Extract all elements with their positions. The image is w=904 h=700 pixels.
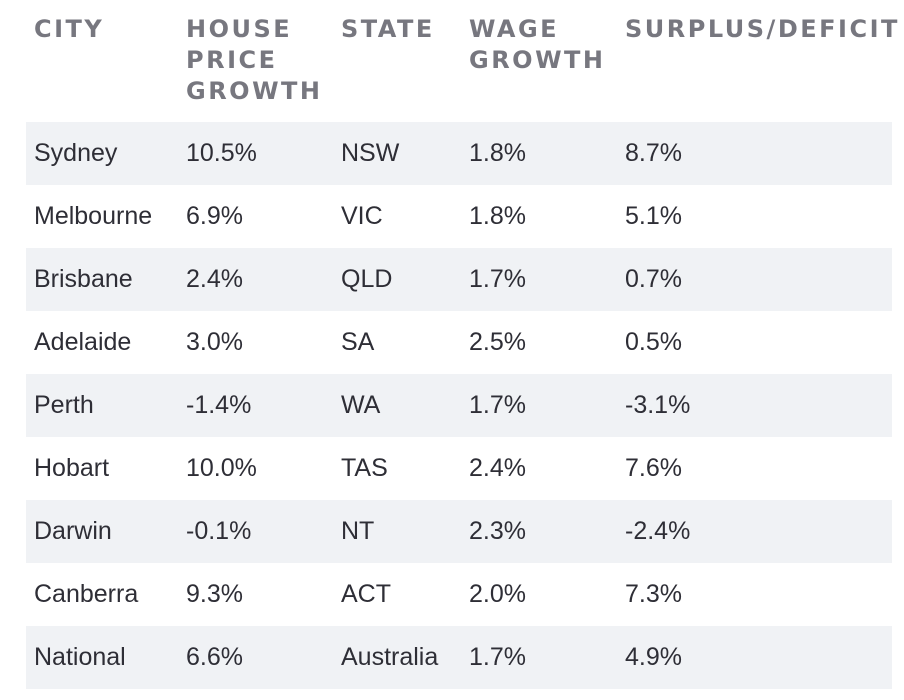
cell-state: ACT	[341, 580, 391, 608]
cell-city: Brisbane	[34, 265, 133, 293]
cell-city: National	[34, 643, 126, 671]
cell-city: Melbourne	[34, 202, 153, 230]
table-row: Canberra 9.3% ACT 2.0% 7.3%	[26, 563, 892, 626]
cell-city: Sydney	[34, 139, 118, 167]
cell-house-price-growth: 10.0%	[186, 454, 257, 482]
table-row: Melbourne 6.9% VIC 1.8% 5.1%	[26, 185, 892, 248]
cell-house-price-growth: 9.3%	[186, 580, 243, 608]
cell-city: Hobart	[34, 454, 110, 482]
cell-city: Canberra	[34, 580, 139, 608]
cell-city: Adelaide	[34, 328, 132, 356]
table-row: Sydney 10.5% NSW 1.8% 8.7%	[26, 122, 892, 185]
header-house-price-growth: HOUSE PRICE GROWTH	[186, 15, 323, 105]
cell-house-price-growth: 3.0%	[186, 328, 243, 356]
cell-surplus-deficit: 5.1%	[625, 202, 682, 230]
cell-wage-growth: 1.8%	[469, 202, 526, 230]
cell-surplus-deficit: 4.9%	[625, 643, 682, 671]
cell-house-price-growth: 10.5%	[186, 139, 257, 167]
cell-wage-growth: 1.7%	[469, 265, 526, 293]
table-row: Perth -1.4% WA 1.7% -3.1%	[26, 374, 892, 437]
cell-wage-growth: 1.8%	[469, 139, 526, 167]
cell-state: QLD	[341, 265, 393, 293]
cell-wage-growth: 2.4%	[469, 454, 526, 482]
cell-house-price-growth: 6.6%	[186, 643, 243, 671]
table-row: Darwin -0.1% NT 2.3% -2.4%	[26, 500, 892, 563]
cell-house-price-growth: -1.4%	[186, 391, 252, 419]
cell-state: NT	[341, 517, 375, 545]
cell-wage-growth: 2.5%	[469, 328, 526, 356]
cell-wage-growth: 1.7%	[469, 391, 526, 419]
cell-state: NSW	[341, 139, 400, 167]
cell-state: TAS	[341, 454, 388, 482]
cell-surplus-deficit: 0.5%	[625, 328, 682, 356]
cell-surplus-deficit: 7.3%	[625, 580, 682, 608]
data-table: CITY HOUSE PRICE GROWTH STATE WAGE GROWT…	[26, 0, 900, 689]
header-state: STATE	[341, 15, 435, 43]
cell-wage-growth: 2.3%	[469, 517, 526, 545]
table-row: Adelaide 3.0% SA 2.5% 0.5%	[26, 311, 892, 374]
cell-house-price-growth: -0.1%	[186, 517, 252, 545]
cell-city: Darwin	[34, 517, 112, 545]
table-body: Sydney 10.5% NSW 1.8% 8.7% Melbourne 6.9% VIC 1.…	[26, 122, 892, 689]
cell-surplus-deficit: 0.7%	[625, 265, 682, 293]
cell-house-price-growth: 2.4%	[186, 265, 243, 293]
cell-state: VIC	[341, 202, 383, 230]
cell-state: SA	[341, 328, 375, 356]
cell-state: WA	[341, 391, 381, 419]
cell-state: Australia	[341, 643, 439, 671]
cell-wage-growth: 1.7%	[469, 643, 526, 671]
cell-city: Perth	[34, 391, 94, 419]
table-row: Brisbane 2.4% QLD 1.7% 0.7%	[26, 248, 892, 311]
table-row: National 6.6% Australia 1.7% 4.9%	[26, 626, 892, 689]
header-city: CITY	[34, 15, 105, 43]
header-wage-growth: WAGE GROWTH	[469, 15, 606, 74]
cell-surplus-deficit: -3.1%	[625, 391, 691, 419]
cell-surplus-deficit: 8.7%	[625, 139, 682, 167]
cell-wage-growth: 2.0%	[469, 580, 526, 608]
table-row: Hobart 10.0% TAS 2.4% 7.6%	[26, 437, 892, 500]
table-header: CITY HOUSE PRICE GROWTH STATE WAGE GROWT…	[26, 0, 900, 122]
cell-surplus-deficit: -2.4%	[625, 517, 691, 545]
cell-surplus-deficit: 7.6%	[625, 454, 682, 482]
cell-house-price-growth: 6.9%	[186, 202, 243, 230]
header-surplus-deficit: SURPLUS/DEFICIT	[625, 15, 900, 43]
